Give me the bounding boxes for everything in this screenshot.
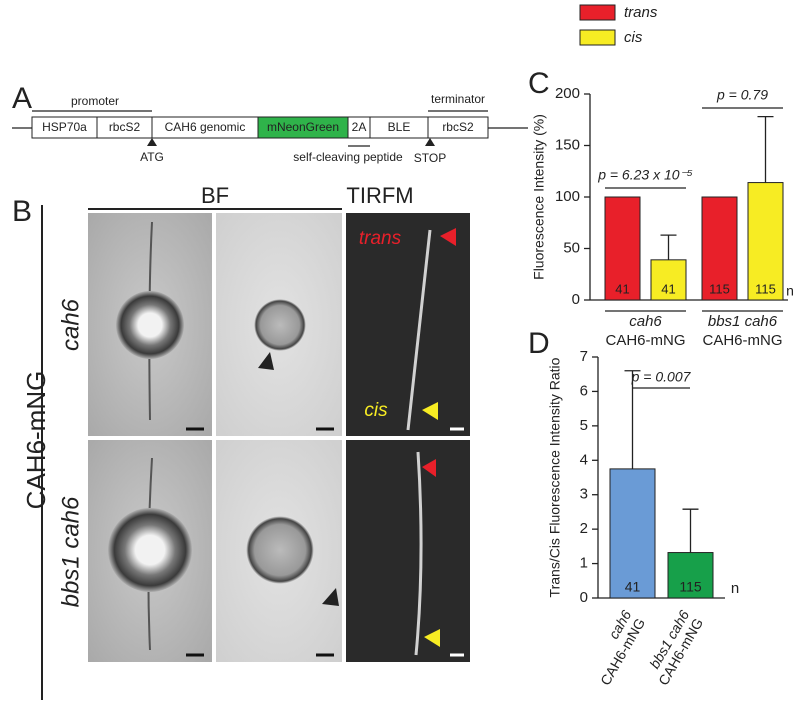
bar: [701, 196, 738, 301]
y-tick-label: 4: [580, 451, 588, 468]
n-label: 41: [625, 579, 641, 595]
legend-swatch: [579, 29, 616, 46]
segment-label: 2A: [352, 120, 367, 134]
legend-swatch: [579, 4, 616, 21]
y-axis-label: Trans/Cis Fluorescence Intensity Ratio: [547, 357, 563, 597]
peptide-label: self-cleaving peptide: [293, 150, 403, 164]
n-label: n: [786, 283, 794, 299]
bar: [747, 182, 784, 301]
n-label: 115: [755, 281, 776, 296]
y-tick-label: 5: [580, 417, 588, 434]
x-tick-label: cah6: [629, 313, 662, 330]
bar: [650, 259, 687, 301]
panel-label: C: [528, 67, 550, 100]
panel-label: B: [12, 195, 32, 228]
p-value: p = 0.007: [631, 369, 692, 385]
atg-arrow: [147, 138, 157, 146]
promoter-label: promoter: [71, 94, 119, 108]
error-bar: [660, 234, 677, 260]
trans-label: trans: [359, 228, 402, 249]
p-value: p = 0.79: [716, 87, 768, 103]
error-bar: [682, 508, 699, 553]
y-tick-label: 6: [580, 382, 588, 399]
row-label: bbs1 cah6: [57, 496, 84, 607]
segment-label: CAH6 genomic: [165, 120, 246, 134]
n-label: 41: [615, 281, 629, 296]
y-tick-label: 0: [580, 589, 588, 606]
bar: [609, 468, 656, 599]
x-tick-label: bbs1 cah6: [708, 313, 778, 330]
bar: [604, 196, 641, 301]
p-value: p = 6.23 x 10⁻⁵: [597, 167, 693, 183]
y-axis-label: Fluorescence Intensity (%): [531, 114, 547, 280]
y-tick-label: 100: [555, 188, 580, 205]
row-label: cah6: [57, 298, 84, 351]
segment-label: mNeonGreen: [267, 120, 339, 134]
atg-label: ATG: [140, 150, 164, 164]
terminator-label: terminator: [431, 92, 485, 106]
y-tick-label: 2: [580, 520, 588, 537]
legend-label: trans: [624, 4, 658, 21]
column-label: BF: [201, 183, 229, 208]
y-tick-label: 50: [563, 239, 580, 256]
bar: [667, 552, 714, 599]
segment-label: HSP70a: [42, 120, 87, 134]
y-tick-label: 200: [555, 85, 580, 102]
cis-label: cis: [364, 400, 388, 421]
y-tick-label: 150: [555, 136, 580, 153]
y-tick-label: 0: [572, 291, 580, 308]
x-tick-label: CAH6-mNG: [702, 332, 782, 349]
stop-arrow: [425, 138, 435, 146]
y-tick-label: 1: [580, 555, 588, 572]
panel-label: D: [528, 327, 550, 360]
segment-label: rbcS2: [442, 120, 474, 134]
x-tick-label: CAH6-mNG: [605, 332, 685, 349]
construct: HSP70a rbcS2 CAH6 genomic mNeonGreen 2A BLE rb…: [31, 116, 489, 139]
n-label: n: [731, 580, 739, 597]
n-label: 115: [679, 579, 702, 595]
stop-label: STOP: [414, 151, 446, 165]
column-label: TIRFM: [346, 183, 413, 208]
segment: [427, 116, 489, 139]
error-bar: [624, 370, 641, 469]
micrographs: [88, 213, 470, 662]
segment-label: BLE: [388, 120, 411, 134]
error-bar: [757, 116, 774, 183]
y-tick-label: 3: [580, 486, 588, 503]
n-label: 115: [709, 281, 730, 296]
y-tick-label: 7: [580, 348, 588, 365]
construct-label: CAH6-mNG: [21, 371, 51, 510]
n-label: 41: [661, 281, 675, 296]
segment-label: rbcS2: [109, 120, 141, 134]
panel-label: A: [12, 82, 32, 115]
legend-label: cis: [624, 29, 643, 46]
